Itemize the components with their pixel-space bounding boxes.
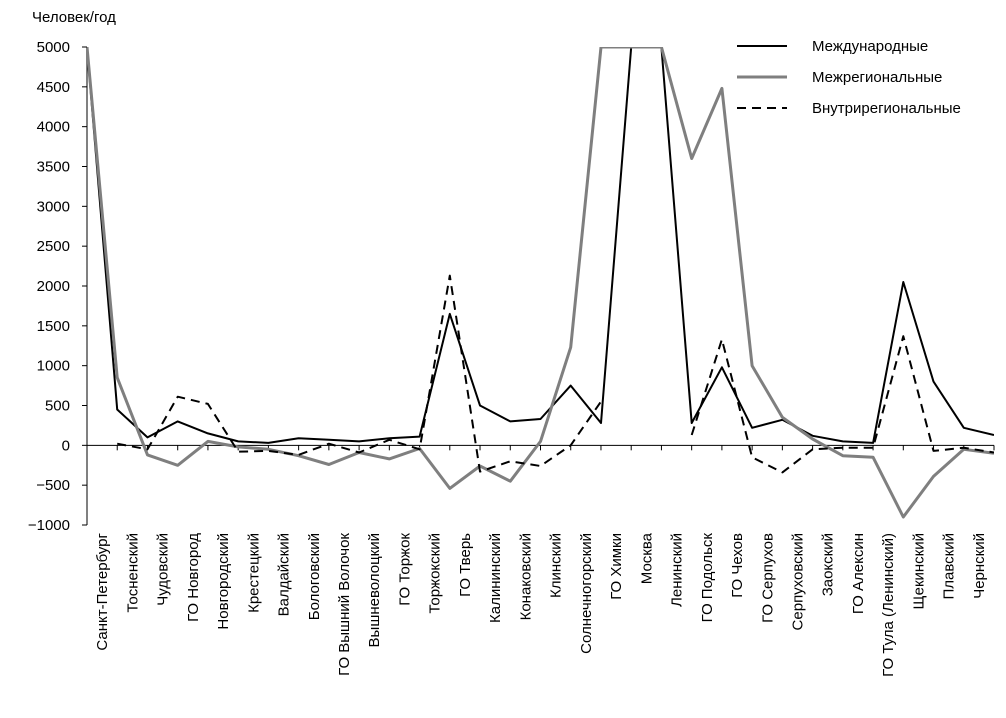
y-tick-label: 4500	[37, 79, 70, 96]
series-1	[87, 47, 994, 444]
x-tick-label: Новгородский	[215, 533, 232, 630]
x-tick-label: ГО Новгород	[185, 533, 202, 622]
x-tick-label: Вышневолоцкий	[366, 533, 383, 647]
legend-label: Межрегиональные	[812, 69, 942, 86]
x-tick-label: ГО Химки	[608, 533, 625, 600]
x-tick-label: Клинский	[548, 533, 565, 598]
x-tick-label: Конаковский	[517, 533, 534, 620]
x-tick-label: ГО Вышний Волочок	[336, 533, 353, 676]
x-tick-label: Солнечногорский	[578, 533, 595, 654]
x-tick-label: Крестецкий	[245, 533, 262, 613]
x-tick-label: Плавский	[941, 533, 958, 600]
x-tick-label: Щекинский	[910, 533, 927, 609]
y-tick-label: 3000	[37, 198, 70, 215]
y-axis: −1000 −500 0 500 1000 1500 2000 2500 3000 3500 400…	[28, 39, 88, 534]
series-line	[690, 335, 994, 474]
x-tick-label: ГО Торжок	[396, 533, 413, 606]
series-3	[117, 274, 994, 474]
y-tick-label: 5000	[37, 39, 70, 56]
x-tick-label: ГО Чехов	[729, 533, 746, 598]
x-tick-label: Серпуховский	[789, 533, 806, 630]
x-tick-label: Калининский	[487, 533, 504, 623]
x-tick-label: Бологовский	[306, 533, 323, 620]
legend: Международные Межрегиональные Внутрирегион…	[737, 38, 961, 117]
x-tick-label: Чудовский	[155, 533, 172, 606]
x-tick-label: Тосненский	[124, 533, 141, 613]
y-tick-label: 2500	[37, 238, 70, 255]
series-line	[117, 274, 602, 473]
x-tick-label: Торжокский	[427, 533, 444, 614]
x-tick-label: Валдайский	[276, 533, 293, 616]
series-layer	[87, 47, 994, 519]
y-tick-label: 500	[45, 398, 70, 415]
y-tick-label: 1500	[37, 318, 70, 335]
x-tick-label: Ленинский	[669, 533, 686, 607]
x-tick-label: ГО Подольск	[699, 533, 716, 623]
series-line	[87, 47, 994, 444]
legend-label: Международные	[812, 38, 928, 55]
x-axis: Санкт-Петербург Тосненский Чудовский ГО Нов…	[86, 444, 995, 677]
x-tick-label: Санкт-Петербург	[94, 532, 111, 650]
y-tick-label: 2000	[37, 278, 70, 295]
x-tick-label: ГО Тверь	[457, 533, 474, 597]
series-line	[87, 47, 994, 519]
x-tick-label: ГО Тула (Ленинский)	[880, 533, 897, 677]
y-tick-label: 3500	[37, 159, 70, 176]
x-tick-label: ГО Алексин	[850, 533, 867, 614]
y-tick-label: 1000	[37, 358, 70, 375]
legend-label: Внутрирегиональные	[812, 100, 961, 117]
y-axis-unit-label: Человек/год	[32, 9, 116, 26]
y-tick-label: 4000	[37, 119, 70, 136]
x-tick-label: ГО Серпухов	[759, 533, 776, 623]
y-tick-label: 0	[62, 437, 70, 454]
x-tick-label: Москва	[638, 532, 655, 584]
x-tick-label: Чернский	[971, 533, 988, 599]
y-tick-label: −500	[36, 477, 70, 494]
y-tick-label: −1000	[28, 517, 70, 534]
x-tick-label: Заокский	[820, 533, 837, 596]
series-2	[87, 47, 994, 519]
